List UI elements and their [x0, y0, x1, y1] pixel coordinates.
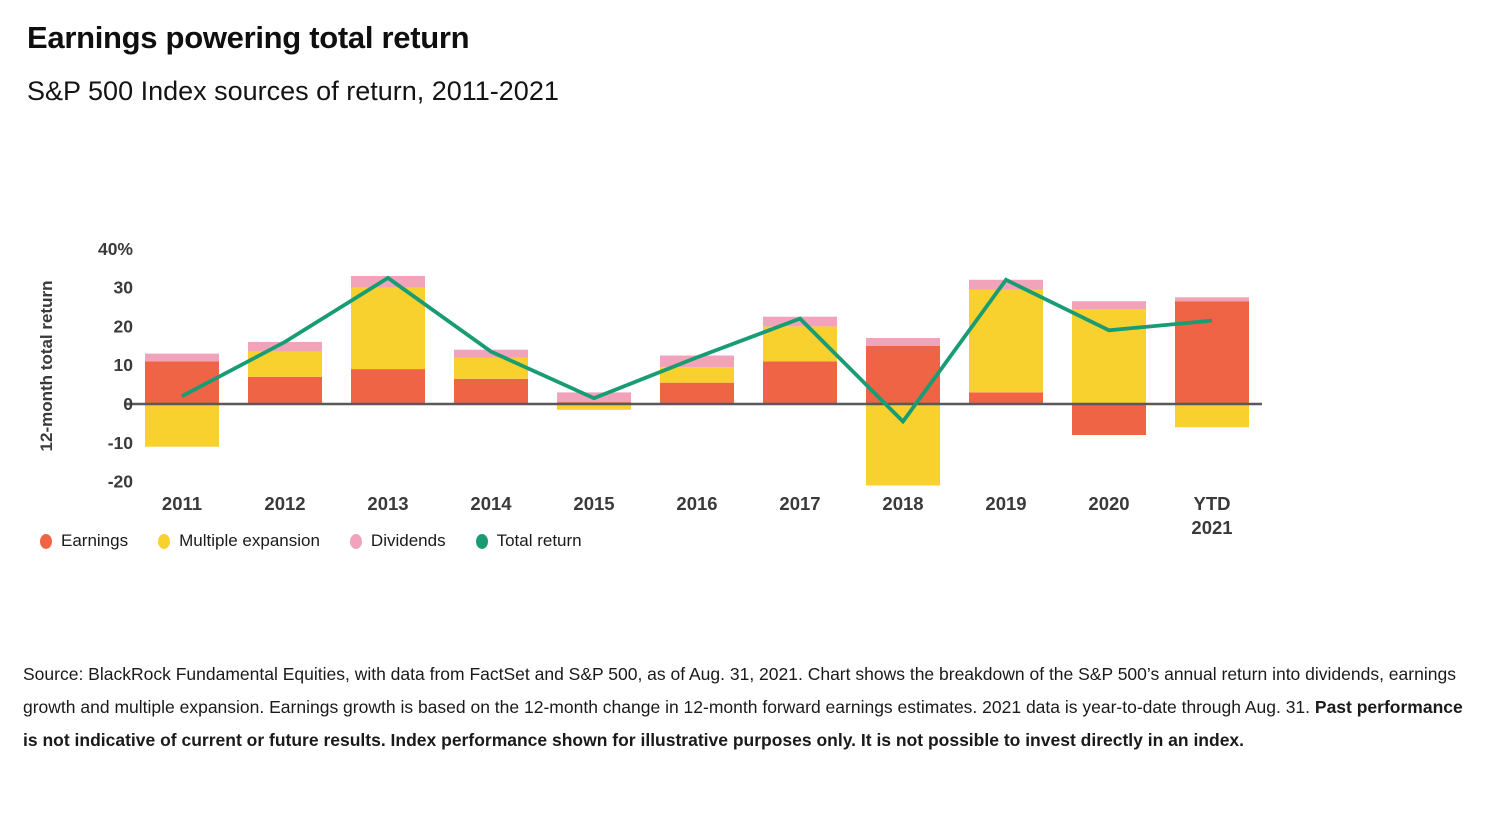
- bar-segment-ytd-2021-dividends: [1175, 297, 1249, 302]
- x-tick-label-2015: 2015: [573, 493, 614, 514]
- bar-segment-2019-multiple-expansion: [969, 289, 1043, 393]
- bar-segment-2020-earnings: [1072, 404, 1146, 435]
- bar-segment-2017-earnings: [763, 361, 837, 404]
- bar-segment-2013-dividends: [351, 276, 425, 288]
- x-tick-label-2014: 2014: [470, 493, 512, 514]
- x-tick-label-2018: 2018: [882, 493, 923, 514]
- bar-segment-2012-dividends: [248, 341, 322, 352]
- source-footnote: Source: BlackRock Fundamental Equities, …: [23, 658, 1480, 757]
- bar-segment-2015-multiple-expansion: [557, 404, 631, 410]
- x-tick-label-2017: 2017: [779, 493, 820, 514]
- legend-swatch-earnings-icon: [40, 533, 52, 549]
- bar-segment-2018-multiple-expansion: [866, 404, 940, 486]
- x-tick-label-ytd-2021: YTD 2021: [1191, 493, 1232, 538]
- bar-segment-2013-multiple-expansion: [351, 287, 425, 370]
- bar-segment-2016-multiple-expansion: [660, 367, 734, 383]
- bar-segment-2018-dividends: [866, 338, 940, 346]
- x-tick-label-2019: 2019: [985, 493, 1026, 514]
- legend-item-earnings: Earnings: [40, 531, 128, 551]
- y-tick-label-30: 30: [114, 278, 134, 298]
- legend-swatch-total-return-icon: [475, 533, 488, 549]
- legend-label-total-return: Total return: [496, 531, 582, 550]
- legend-item-multiple-expansion: Multiple expansion: [158, 531, 320, 551]
- disclaimer-text: Past performance is not indicative of cu…: [23, 697, 1463, 750]
- bar-segment-2016-dividends: [660, 355, 734, 368]
- legend-item-total-return: Total return: [475, 531, 582, 551]
- bar-segment-2019-earnings: [969, 392, 1043, 404]
- y-tick-label-20: 20: [114, 316, 134, 336]
- bar-segment-ytd-2021-multiple-expansion: [1175, 404, 1249, 428]
- y-tick-label-40: 40%: [98, 239, 133, 259]
- y-tick-label-0: 0: [123, 394, 133, 414]
- bar-segment-2020-multiple-expansion: [1072, 308, 1146, 404]
- bar-segment-ytd-2021-earnings: [1175, 301, 1249, 404]
- x-tick-label-2011: 2011: [162, 493, 202, 514]
- x-tick-label-2016: 2016: [676, 493, 717, 514]
- x-tick-label-2013: 2013: [367, 493, 408, 514]
- legend-item-dividends: Dividends: [349, 531, 446, 551]
- legend-label-dividends: Dividends: [370, 531, 446, 550]
- chart-title: Earnings powering total return: [27, 20, 470, 55]
- legend-swatch-dividends-icon: [349, 533, 362, 549]
- y-tick-label--20: -20: [108, 472, 134, 492]
- bar-segment-2020-dividends: [1072, 301, 1146, 309]
- bar-segment-2012-earnings: [248, 376, 322, 404]
- legend-swatch-multiple-expansion-icon: [158, 533, 171, 549]
- legend-label-earnings: Earnings: [61, 531, 129, 550]
- bar-segment-2011-dividends: [145, 353, 219, 362]
- source-text: Source: BlackRock Fundamental Equities, …: [23, 664, 1456, 717]
- bar-segment-2016-earnings: [660, 382, 734, 404]
- y-tick-label--10: -10: [108, 433, 134, 453]
- y-tick-label-10: 10: [114, 355, 134, 375]
- chart-legend: Earnings Multiple expansion Dividends Total…: [40, 531, 582, 551]
- chart-subtitle: S&P 500 Index sources of return, 2011-20…: [27, 76, 559, 106]
- bar-segment-2017-dividends: [763, 316, 837, 327]
- bar-segment-2019-dividends: [969, 279, 1043, 290]
- legend-label-multiple-expansion: Multiple expansion: [179, 531, 320, 550]
- bar-segment-2014-multiple-expansion: [454, 357, 528, 379]
- x-tick-label-2020: 2020: [1088, 493, 1129, 514]
- bar-segment-2011-multiple-expansion: [145, 404, 219, 447]
- bar-segment-2013-earnings: [351, 369, 425, 404]
- x-tick-label-2012: 2012: [264, 493, 305, 514]
- y-axis-title: 12-month total return: [37, 281, 56, 452]
- bar-segment-2014-earnings: [454, 378, 528, 404]
- total-return-line: [181, 275, 1213, 425]
